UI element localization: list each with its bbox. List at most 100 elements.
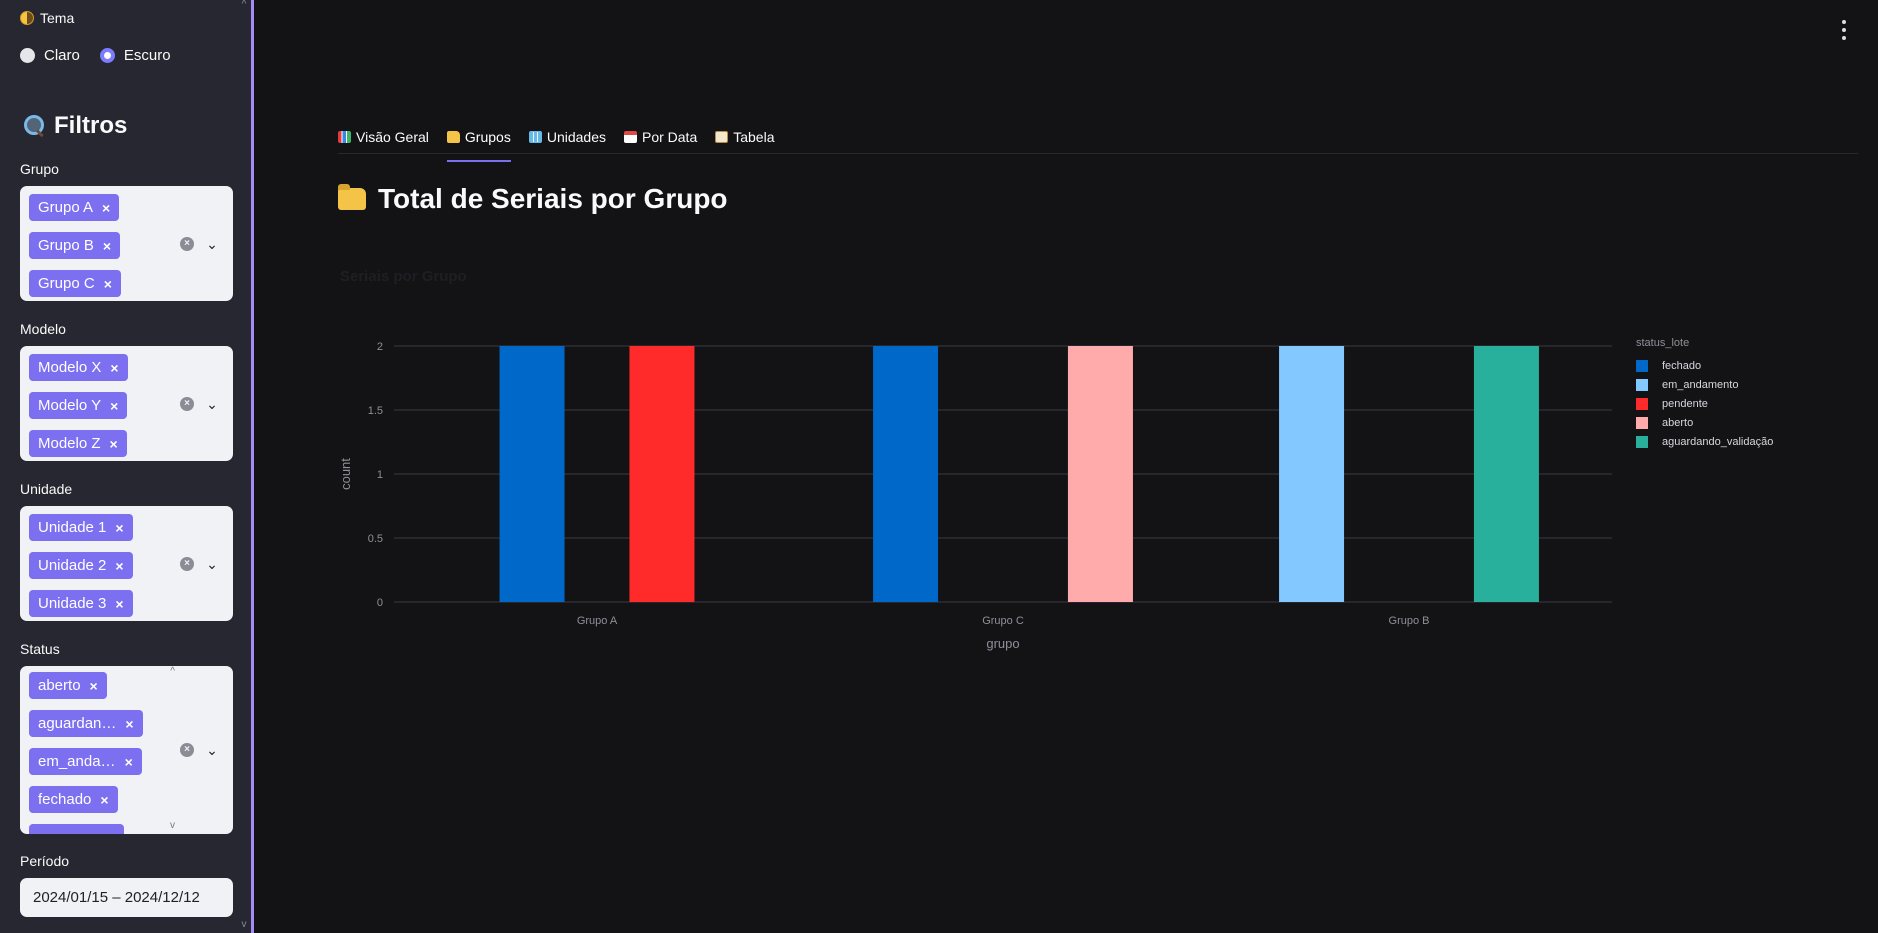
tab-label[interactable]: Por Data [641,129,698,145]
chip-status-em-andamento[interactable]: em_anda… × [29,748,142,775]
bar-chart[interactable]: 0 0.5 1 1.5 2 Grupo A Grupo C Grupo B grupo count [330,320,1630,660]
y-tick-label: 2 [377,341,383,353]
list-scroll-up-icon[interactable]: ^ [170,666,175,677]
status-multiselect[interactable]: aberto × aguardan… × em_anda… × fechado × ^ … [20,666,233,834]
bar-em-andamento-grupo-b[interactable] [1279,346,1345,602]
folder-icon [338,184,366,210]
bar-aberto-grupo-c[interactable] [1067,346,1133,602]
remove-icon[interactable]: × [124,753,133,770]
tab-bar: Visão Geral Grupos Unidades Por Data Tab… [338,122,775,162]
grupo-multiselect[interactable]: Grupo A × Grupo B × Grupo C × × ⌄ [20,186,233,301]
remove-icon[interactable]: × [115,519,124,536]
chip-status-aberto[interactable]: aberto × [29,672,107,699]
bar-aguardando-valida-o-grupo-b[interactable] [1473,346,1539,602]
bar-pendente-grupo-a[interactable] [629,346,695,602]
theme-radio-escuro[interactable]: Escuro [99,47,171,64]
radio-label[interactable]: Escuro [123,47,171,64]
tab-grupos[interactable]: Grupos [446,122,511,162]
chip-modelo-y[interactable]: Modelo Y × [29,392,128,419]
sidebar-scrollbar[interactable]: ^ v [239,0,249,933]
remove-icon[interactable]: × [115,595,124,612]
x-tick-label: Grupo C [982,615,1024,627]
legend-swatch [1636,397,1648,410]
chevron-down-icon[interactable]: ⌄ [206,742,218,758]
remove-icon[interactable]: × [102,237,112,254]
tab-tabela[interactable]: Tabela [715,122,775,152]
chip-status-fechado[interactable]: fechado × [29,786,118,813]
building-icon [528,131,542,143]
legend-item-fechado[interactable]: fechado [1636,356,1773,375]
scroll-down-icon[interactable]: v [241,919,247,930]
bar-fechado-grupo-c[interactable] [873,346,939,602]
chip-unidade-3[interactable]: Unidade 3 × [29,590,133,617]
y-axis-label: count [338,458,353,490]
chip-label: em_anda… [38,753,116,770]
tab-unidades[interactable]: Unidades [528,122,606,152]
clear-all-icon[interactable]: × [180,743,194,757]
chip-label: Modelo X [38,359,102,376]
remove-icon[interactable]: × [109,435,118,452]
page-title: Total de Seriais por Grupo [338,183,728,215]
remove-icon[interactable]: × [110,397,119,414]
clear-all-icon[interactable]: × [180,237,194,251]
remove-icon[interactable]: × [103,275,112,292]
legend-item-pendente[interactable]: pendente [1636,394,1773,413]
chip-grupo-a[interactable]: Grupo A × [29,194,120,221]
clear-all-icon[interactable]: × [180,557,194,571]
chart-title: Seriais por Grupo [340,268,467,285]
remove-icon[interactable]: × [89,677,98,694]
theme-radio-claro[interactable]: Claro [20,47,80,64]
tab-visao-geral[interactable]: Visão Geral [338,122,429,152]
chevron-down-icon[interactable]: ⌄ [206,396,218,412]
remove-icon[interactable]: × [115,557,124,574]
chip-unidade-1[interactable]: Unidade 1 × [29,514,133,541]
main-menu-icon[interactable] [1839,20,1849,40]
chevron-down-icon[interactable]: ⌄ [206,236,218,252]
legend-item-em-andamento[interactable]: em_andamento [1636,375,1773,394]
chip-grupo-c[interactable]: Grupo C × [29,270,121,297]
y-tick-label: 0.5 [368,533,383,545]
legend-item-aguardando-valida-o[interactable]: aguardando_validação [1636,432,1773,451]
remove-icon[interactable]: × [125,715,134,732]
chip-unidade-2[interactable]: Unidade 2 × [29,552,133,579]
radio-label[interactable]: Claro [44,47,80,64]
chip-modelo-x[interactable]: Modelo X × [29,354,128,381]
remove-icon[interactable]: × [100,791,109,808]
remove-icon[interactable]: × [102,199,111,216]
chart-legend[interactable]: status_lote fechado em_andamento pendente a… [1636,337,1773,451]
legend-swatch [1636,378,1648,391]
legend-item-aberto[interactable]: aberto [1636,413,1773,432]
tab-label[interactable]: Visão Geral [356,129,429,145]
radio-circle-selected[interactable] [99,48,115,63]
tab-label[interactable]: Tabela [733,129,775,145]
list-scroll-down-icon[interactable]: v [170,820,175,831]
tab-por-data[interactable]: Por Data [623,122,698,152]
periodo-date-range-input[interactable]: 2024/01/15 – 2024/12/12 [20,878,233,917]
calendar-icon [623,131,637,143]
chip-grupo-b[interactable]: Grupo B × [29,232,121,259]
magnifier-icon [22,114,46,138]
tab-label[interactable]: Grupos [464,129,511,145]
modelo-multiselect[interactable]: Modelo X × Modelo Y × Modelo Z × × ⌄ [20,346,233,461]
radio-circle[interactable] [20,48,35,63]
chip-modelo-z[interactable]: Modelo Z × [29,430,127,457]
chevron-down-icon[interactable]: ⌄ [206,556,218,572]
theme-radio-group: Claro Escuro [20,47,181,64]
chip-status-aguardando[interactable]: aguardan… × [29,710,143,737]
scroll-up-icon[interactable]: ^ [241,0,247,10]
sidebar: ^ v Tema Claro Escuro Filtros Grupo Grup… [0,0,254,933]
tab-divider [338,153,1858,154]
legend-label: pendente [1662,397,1708,410]
unidade-multiselect[interactable]: Unidade 1 × Unidade 2 × Unidade 3 × × ⌄ [20,506,233,621]
clear-all-icon[interactable]: × [180,397,194,411]
chip-status-partial[interactable] [29,824,124,834]
theme-label: Tema [40,10,75,26]
tab-label[interactable]: Unidades [546,129,606,145]
chip-label: aberto [38,677,81,694]
filters-heading: Filtros [22,112,127,140]
bar-fechado-grupo-a[interactable] [499,346,565,602]
y-tick-label: 1 [377,469,383,481]
legend-label: aguardando_validação [1662,435,1774,448]
remove-icon[interactable]: × [110,359,119,376]
grupo-label: Grupo [20,161,59,177]
